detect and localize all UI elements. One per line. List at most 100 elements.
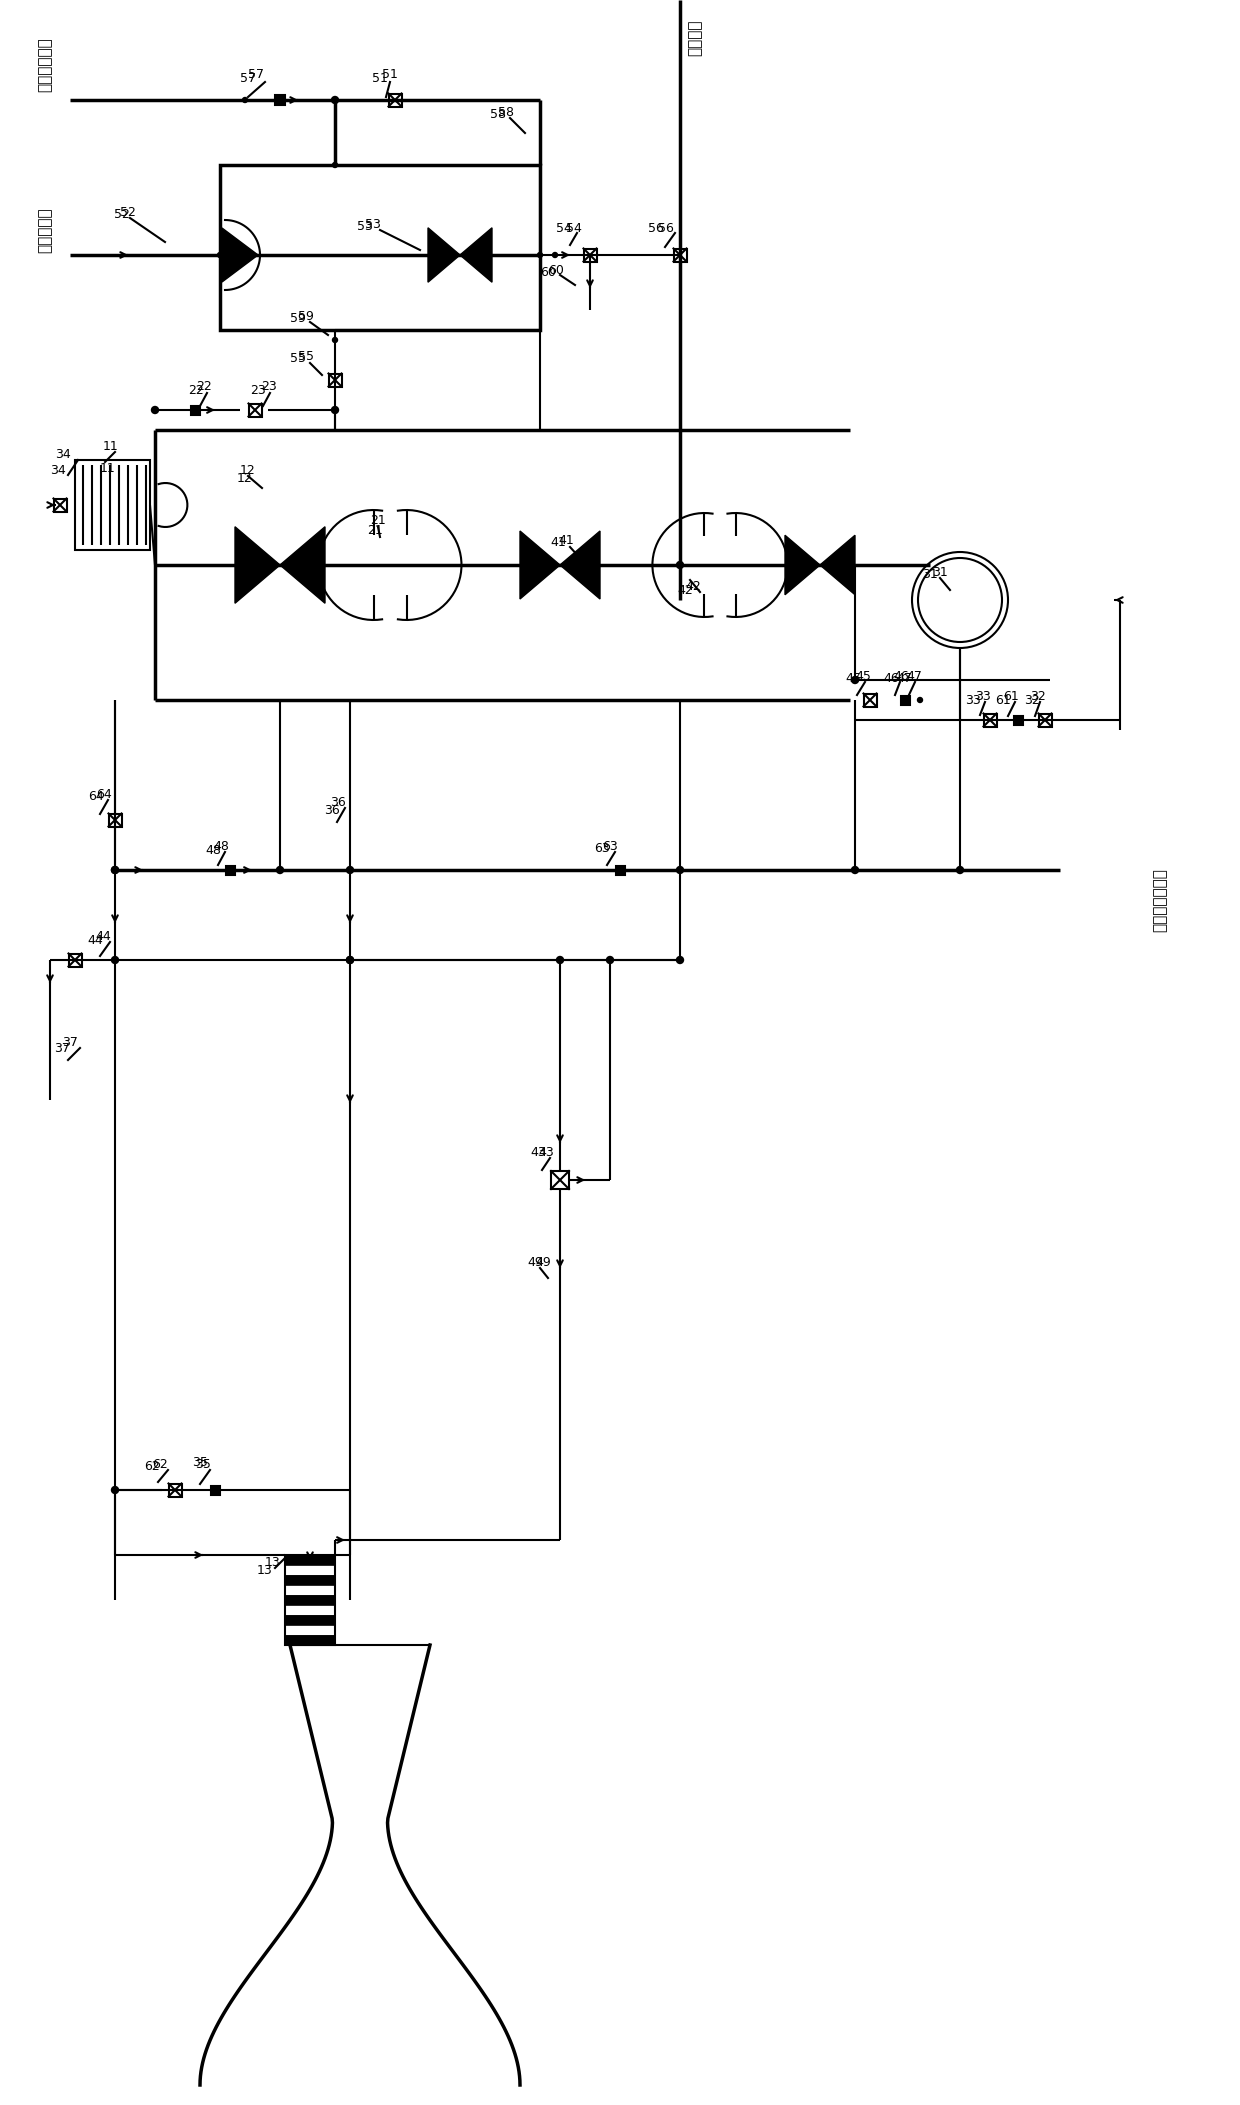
Text: 43: 43 [531,1145,546,1158]
Bar [191,406,200,415]
Bar [1039,714,1052,726]
Text: 59: 59 [290,312,306,324]
Text: 33: 33 [965,693,981,707]
Text: 点火剂膨压气体: 点火剂膨压气体 [1152,867,1168,933]
Text: 63: 63 [601,840,618,853]
Circle shape [677,956,683,964]
Text: 11: 11 [100,461,115,474]
Circle shape [243,97,248,103]
Text: 61: 61 [1003,690,1019,703]
Circle shape [346,867,353,874]
Text: 53: 53 [357,219,373,232]
Polygon shape [560,530,600,600]
Text: 54: 54 [565,221,582,234]
Text: 氧化剂入口: 氧化剂入口 [37,206,52,253]
Text: 53: 53 [365,217,381,232]
Circle shape [112,956,119,964]
Text: 61: 61 [996,693,1011,707]
Text: 33: 33 [975,690,991,703]
Text: 23: 23 [250,383,265,396]
Text: 52: 52 [114,208,130,221]
Text: 13: 13 [265,1556,280,1568]
Bar [248,404,262,417]
Circle shape [606,956,614,964]
Text: 56: 56 [649,221,663,234]
Text: 41: 41 [558,533,574,547]
Circle shape [331,406,339,413]
Circle shape [277,867,284,874]
Text: 46: 46 [893,669,909,682]
Text: 44: 44 [95,930,110,943]
Circle shape [918,697,923,703]
Polygon shape [820,535,856,596]
Text: 56: 56 [658,221,673,234]
Text: 37: 37 [62,1036,78,1048]
Polygon shape [428,227,460,282]
Polygon shape [785,535,820,596]
Text: 54: 54 [556,221,572,234]
Text: 36: 36 [324,804,340,817]
Text: 52: 52 [120,206,136,219]
Text: 51: 51 [372,72,388,84]
Bar [388,93,402,107]
Bar [1013,716,1023,724]
Bar [285,1575,335,1585]
Bar [226,865,234,874]
Text: 31: 31 [923,568,937,581]
Bar [900,695,909,705]
Bar [53,499,67,512]
Polygon shape [280,526,325,604]
Bar [285,1585,335,1596]
Text: 45: 45 [856,669,870,682]
Text: 21: 21 [367,524,383,537]
Circle shape [553,253,558,257]
Text: 55: 55 [290,352,306,364]
Text: 62: 62 [144,1459,160,1474]
Text: 51: 51 [382,69,398,82]
Text: 63: 63 [594,842,610,855]
Circle shape [852,676,858,684]
Circle shape [956,867,963,874]
Bar [285,1636,335,1644]
Text: 13: 13 [257,1564,273,1577]
Text: 49: 49 [534,1255,551,1269]
Circle shape [537,253,543,257]
Text: 36: 36 [330,796,346,808]
Bar [74,461,150,549]
Bar [863,693,877,707]
Text: 46: 46 [883,671,899,684]
Circle shape [346,956,353,964]
Bar [584,248,596,261]
Text: 12: 12 [241,463,255,476]
Circle shape [677,562,682,568]
Polygon shape [222,227,258,282]
Text: 48: 48 [213,840,229,853]
Text: 燃料入口: 燃料入口 [687,19,703,57]
Bar [551,1170,569,1189]
Bar [615,865,625,874]
Text: 35: 35 [192,1455,208,1469]
Text: 62: 62 [153,1457,167,1471]
Text: 64: 64 [88,791,104,804]
Text: 47: 47 [906,669,921,682]
Circle shape [557,956,563,964]
Text: 34: 34 [55,448,71,461]
Text: 31: 31 [932,566,947,579]
Text: 12: 12 [237,472,253,484]
Circle shape [677,562,683,568]
Bar [169,1484,181,1497]
Text: 55: 55 [298,352,314,364]
Text: 11: 11 [103,440,119,453]
Bar [211,1486,219,1495]
Text: 37: 37 [55,1042,69,1055]
Text: 42: 42 [684,579,701,592]
Bar [673,248,687,261]
Text: 32: 32 [1030,690,1045,703]
Polygon shape [236,526,280,604]
Text: 49: 49 [527,1255,543,1269]
Bar [285,1556,335,1644]
Text: 64: 64 [95,789,112,802]
Circle shape [852,867,858,874]
Text: 59: 59 [298,309,314,322]
Bar [109,813,122,827]
